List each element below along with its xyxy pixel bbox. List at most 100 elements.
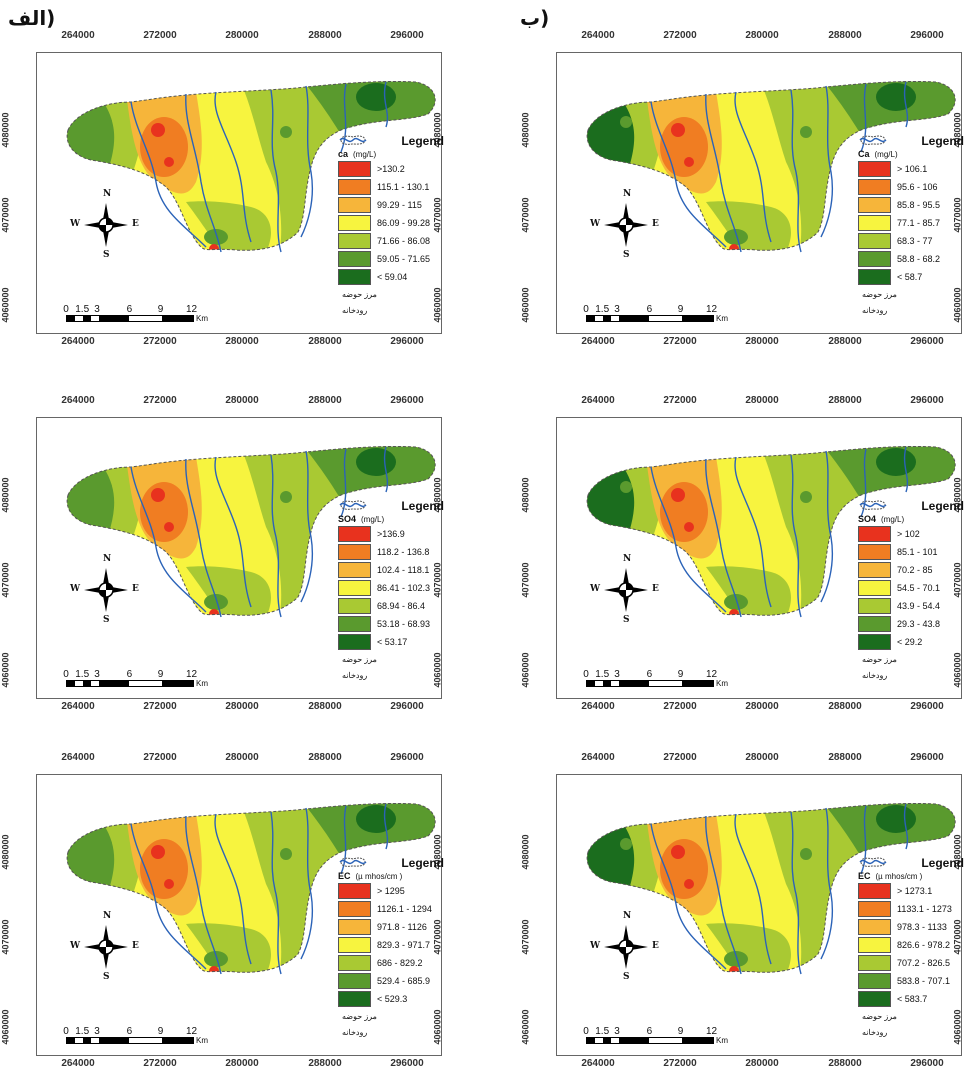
- legend-subtitle: EC (µ mhos/cm ): [338, 871, 450, 881]
- legend-swatch: [858, 196, 891, 213]
- well-point: [930, 453, 942, 465]
- y-tick-label-left: 4060000: [520, 1009, 531, 1045]
- zone-hotspot: [684, 522, 694, 532]
- scale-mark: 12: [185, 1026, 198, 1037]
- zone-east-low: [876, 805, 916, 833]
- x-axis-ticks-bottom: 264000 272000 280000 288000 296000: [530, 701, 962, 715]
- x-tick-label: 264000: [61, 30, 95, 41]
- river-line: [383, 803, 389, 850]
- legend: Legend Ca (mg/L) > 106.1 95.6 - 106 85.8 - 95…: [858, 134, 970, 317]
- x-tick-label: 280000: [225, 752, 259, 763]
- legend-subtitle: SO4 (mg/L): [858, 514, 970, 524]
- river-line: [300, 807, 314, 960]
- scale-unit: Km: [196, 314, 208, 323]
- legend-swatch: [858, 232, 891, 249]
- legend-class-row: 86.09 - 99.28: [338, 214, 450, 231]
- legend-river-row: رودخانه: [338, 137, 450, 317]
- x-tick-label: 272000: [143, 701, 177, 712]
- legend-class-label: 707.2 - 826.5: [897, 957, 951, 968]
- legend-swatch: [858, 268, 891, 285]
- basin-map: [66, 445, 436, 618]
- river-line: [734, 813, 772, 965]
- legend-class-label: 29.3 - 43.8: [897, 618, 941, 629]
- legend-class-label: 77.1 - 85.7: [897, 217, 941, 228]
- well-point: [800, 491, 812, 503]
- legend-class-label: >130.2: [377, 163, 405, 174]
- zone-east-low: [876, 83, 916, 111]
- zone-hotspot: [164, 879, 174, 889]
- x-tick-label: 296000: [910, 752, 944, 763]
- x-tick-label: 288000: [308, 1058, 342, 1069]
- x-axis-ticks-bottom: 264000 272000 280000 288000 296000: [530, 336, 962, 350]
- river-line: [383, 446, 389, 493]
- scale-unit: Km: [196, 1036, 208, 1045]
- legend-class-label: 86.41 - 102.3: [377, 582, 431, 593]
- scale-mark: 9: [677, 304, 684, 315]
- legend-swatch: [858, 543, 891, 560]
- legend-class-label: > 106.1: [897, 163, 928, 174]
- river-line: [650, 823, 727, 970]
- legend-class-label: 1126.1 - 1294: [377, 903, 432, 914]
- x-tick-label: 272000: [663, 752, 697, 763]
- x-axis-ticks-top: 264000 272000 280000 288000 296000: [530, 30, 962, 44]
- legend-class-label: 978.3 - 1133: [897, 921, 947, 932]
- zone-south-low: [204, 229, 228, 245]
- zone-east-dark: [296, 81, 436, 162]
- legend-swatch: [858, 579, 891, 596]
- legend-boundary-row: مرز حوضه: [338, 135, 450, 301]
- legend-class-label: 59.05 - 71.65: [377, 253, 431, 264]
- scale-mark: 3: [94, 1026, 100, 1037]
- legend-variable: ca: [338, 149, 349, 159]
- river-symbol-icon: [339, 502, 367, 508]
- zone-south-low: [204, 594, 228, 610]
- river-line: [790, 89, 802, 253]
- zone-east-dark: [296, 446, 436, 527]
- legend-class-row: > 106.1: [858, 160, 970, 177]
- legend-class-label: 85.8 - 95.5: [897, 199, 941, 210]
- legend-subtitle: Ca (mg/L): [858, 149, 970, 159]
- legend-variable: EC: [858, 871, 871, 881]
- basin-map: [586, 802, 956, 975]
- legend-river-row: رودخانه: [858, 859, 970, 1039]
- scale-mark: 3: [614, 1026, 620, 1037]
- scale-mark: 6: [646, 669, 653, 680]
- legend-class-row: 529.4 - 685.9: [338, 972, 450, 989]
- x-tick-label: 272000: [663, 701, 697, 712]
- zone-central-high: [140, 839, 188, 899]
- map-panel: 264000 272000 280000 288000 296000 264000 2720…: [1, 395, 444, 715]
- legend-class-label: < 58.7: [897, 271, 923, 282]
- legend-boundary-label: مرز حوضه: [862, 654, 897, 664]
- river-line: [383, 81, 389, 128]
- x-tick-label: 272000: [143, 336, 177, 347]
- river-line: [185, 458, 222, 618]
- legend-swatch: [858, 633, 891, 650]
- scale-mark: 1.5: [75, 1026, 90, 1037]
- scale-mark: 6: [646, 304, 653, 315]
- legend-class-row: 971.8 - 1126: [338, 918, 450, 935]
- zone-hotspot: [151, 123, 165, 137]
- x-tick-label: 296000: [910, 336, 944, 347]
- map-panel: 264000 272000 280000 288000 296000 264000 2720…: [521, 30, 964, 350]
- legend-title: Legend: [401, 134, 444, 148]
- x-tick-label: 288000: [308, 752, 342, 763]
- x-tick-label: 280000: [225, 395, 259, 406]
- scale-mark: 12: [705, 304, 718, 315]
- legend-class-label: >136.9: [377, 528, 405, 539]
- x-axis-ticks-bottom: 264000 272000 280000 288000 296000: [10, 701, 442, 715]
- legend-swatch: [338, 918, 371, 935]
- compass-label-s: S: [623, 972, 630, 982]
- legend-class-row: > 1273.1: [858, 882, 970, 899]
- scale-mark: 0: [583, 1026, 589, 1037]
- zone-south-low: [724, 229, 748, 245]
- legend-swatch: [338, 597, 371, 614]
- x-tick-label: 264000: [581, 701, 615, 712]
- legend-unit: (mg/L): [353, 150, 377, 159]
- river-line: [300, 450, 314, 603]
- river-line: [130, 823, 207, 970]
- x-tick-label: 296000: [910, 1058, 944, 1069]
- legend-class-row: 707.2 - 826.5: [858, 954, 970, 971]
- y-tick-label-left: 4070000: [0, 197, 11, 233]
- legend-swatch: [338, 543, 371, 560]
- x-axis-ticks-top: 264000 272000 280000 288000 296000: [530, 752, 962, 766]
- y-tick-label-left: 4080000: [520, 477, 531, 513]
